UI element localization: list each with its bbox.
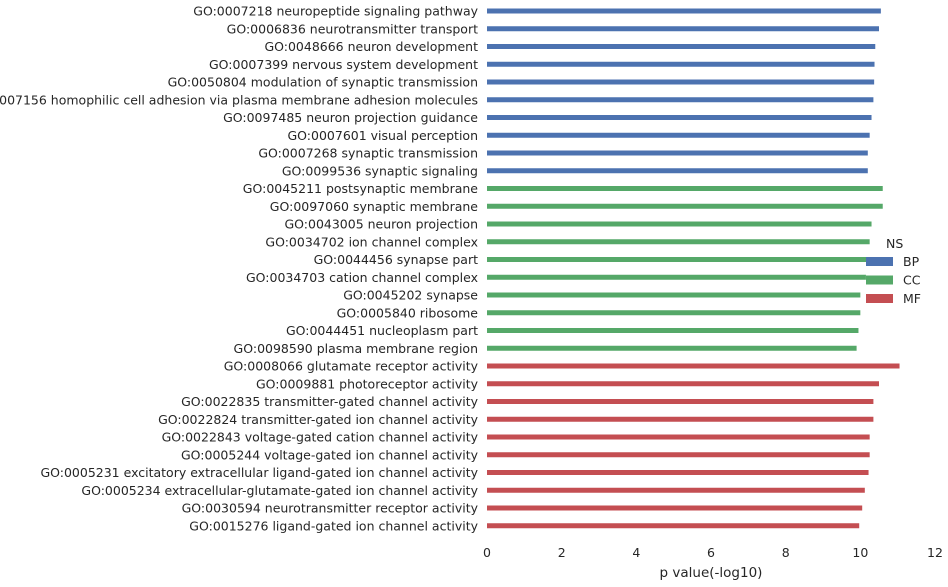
legend-entries: BP CC MF: [866, 254, 921, 306]
category-label: GO:0043005 neuron projection: [284, 217, 478, 232]
category-label: GO:0005840 ribosome: [337, 305, 479, 320]
category-label: GO:0022824 transmitter-gated ion channel…: [158, 412, 479, 427]
bar: [487, 115, 872, 120]
x-tick-label: 2: [558, 545, 566, 560]
category-label: GO:0044456 synapse part: [314, 252, 478, 267]
category-label: GO:0044451 nucleoplasm part: [286, 323, 478, 338]
x-tick-label: 8: [782, 545, 790, 560]
bar: [487, 452, 870, 458]
x-tick-label: 4: [632, 545, 640, 560]
bar: [487, 363, 900, 369]
bar: [487, 487, 865, 493]
bar: [487, 186, 883, 191]
bar: [487, 168, 868, 174]
bar: [487, 470, 869, 475]
category-label: GO:0045202 synapse: [343, 288, 478, 303]
legend-label: BP: [903, 254, 920, 269]
x-axis-ticks: 0 2 4 6 8 10 12: [483, 545, 943, 560]
bar: [487, 26, 879, 32]
category-label: GO:0099536 synaptic signaling: [282, 163, 478, 178]
category-label: GO:0097060 synaptic membrane: [270, 199, 479, 214]
legend-swatch: [866, 257, 893, 266]
category-label: GO:0008066 glutamate receptor activity: [224, 359, 479, 374]
legend: NS BP CC MF: [866, 236, 921, 306]
legend-label: CC: [903, 273, 921, 288]
category-label: GO:0015276 ligand-gated ion channel acti…: [189, 518, 478, 533]
bar: [487, 132, 870, 138]
bar: [487, 239, 870, 245]
category-label: GO:0007399 nervous system development: [209, 57, 478, 72]
category-label: GO:0030594 neurotransmitter receptor act…: [182, 501, 479, 516]
bar: [487, 61, 875, 67]
category-labels: GO:0007218 neuropeptide signaling pathwa…: [0, 4, 479, 534]
category-label: GO:0022835 transmitter-gated channel act…: [181, 394, 478, 409]
legend-swatch: [866, 294, 893, 303]
category-label: GO:0034702 ion channel complex: [265, 234, 478, 249]
bar: [487, 310, 861, 316]
bar: [487, 381, 879, 387]
bar: [487, 79, 875, 85]
category-label: GO:0009881 photoreceptor activity: [256, 376, 479, 391]
x-tick-label: 12: [927, 545, 943, 560]
bar: [487, 150, 868, 156]
bar: [487, 203, 883, 209]
bar: [487, 97, 874, 103]
bar: [487, 328, 859, 333]
category-label: GO:0097485 neuron projection guidance: [223, 110, 478, 125]
bar: [487, 399, 874, 404]
category-label: GO:0005244 voltage-gated ion channel act…: [181, 447, 479, 462]
category-label: GO:0005234 extracellular-glutamate-gated…: [81, 483, 478, 498]
category-label: GO:0007601 visual perception: [287, 128, 478, 143]
legend-label: MF: [903, 291, 921, 306]
category-label: GO:0022843 voltage-gated cation channel …: [162, 430, 479, 445]
x-tick-label: 0: [483, 545, 491, 560]
category-label: GO:0006836 neurotransmitter transport: [227, 21, 478, 36]
category-label: GO:0007218 neuropeptide signaling pathwa…: [193, 4, 478, 19]
x-axis-title: p value(-log10): [660, 565, 763, 581]
category-label: GO:0034703 cation channel complex: [246, 270, 478, 285]
bar: [487, 505, 863, 511]
bar: [487, 274, 866, 280]
bar: [487, 523, 860, 529]
x-tick-label: 6: [707, 545, 715, 560]
bar: [487, 416, 874, 422]
legend-title: NS: [886, 236, 903, 251]
bars-layer: [487, 8, 900, 529]
category-label: GO:0007268 synaptic transmission: [258, 146, 478, 161]
category-label: GO:0007156 homophilic cell adhesion via …: [0, 92, 478, 107]
bar: [487, 345, 857, 351]
bar: [487, 221, 872, 227]
bar: [487, 292, 861, 298]
bar: [487, 8, 881, 14]
bar: [487, 257, 868, 262]
category-label: GO:0045211 postsynaptic membrane: [243, 181, 479, 196]
category-label: GO:0050804 modulation of synaptic transm…: [168, 75, 478, 90]
bar: [487, 44, 876, 49]
category-label: GO:0005231 excitatory extracellular liga…: [40, 465, 478, 480]
bar: [487, 434, 870, 440]
category-label: GO:0098590 plasma membrane region: [234, 341, 478, 356]
legend-swatch: [866, 275, 893, 285]
category-label: GO:0048666 neuron development: [264, 39, 478, 54]
x-tick-label: 10: [852, 545, 868, 560]
